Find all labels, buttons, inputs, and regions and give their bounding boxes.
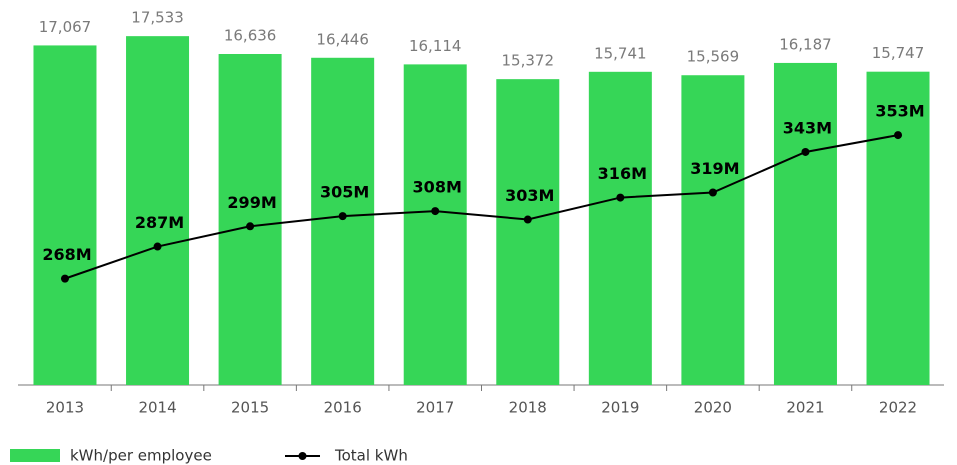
legend-swatch [10, 449, 60, 462]
bar-label: 17,067 [39, 18, 92, 36]
line-label: 319M [690, 159, 739, 178]
bar-label: 15,747 [872, 44, 925, 62]
bar [773, 62, 837, 385]
bar-label: 16,187 [779, 35, 832, 53]
x-tick-label: 2013 [46, 399, 84, 417]
bar [218, 53, 282, 386]
line-point [801, 147, 810, 156]
x-tick-label: 2015 [231, 399, 269, 417]
bar-label: 15,372 [502, 52, 555, 70]
line-point [523, 215, 532, 224]
bar [496, 79, 560, 385]
bar [126, 36, 190, 386]
line-point [60, 274, 69, 283]
line-point [708, 188, 717, 197]
legend-label: kWh/per employee [70, 447, 212, 465]
bar [681, 75, 745, 386]
line-label: 343M [783, 118, 832, 137]
line-point [431, 207, 440, 216]
line-point [246, 222, 255, 231]
x-tick-label: 2014 [138, 399, 176, 417]
x-tick-label: 2022 [879, 399, 917, 417]
line-label: 303M [505, 186, 554, 205]
bar-label: 16,114 [409, 37, 462, 55]
legend-label: Total kWh [334, 447, 408, 465]
bar [866, 71, 930, 386]
line-label: 299M [227, 193, 276, 212]
line-label: 305M [320, 183, 369, 202]
line-point [616, 193, 625, 202]
bar-label: 15,741 [594, 44, 647, 62]
bar [311, 57, 375, 385]
line-label: 308M [413, 178, 462, 197]
line-label: 353M [875, 102, 924, 121]
line-point [338, 212, 347, 221]
line-label: 316M [598, 164, 647, 183]
bar-label: 15,569 [687, 48, 740, 66]
bar-label: 16,636 [224, 26, 277, 44]
bar [588, 71, 652, 385]
x-tick-label: 2021 [786, 399, 824, 417]
bar [403, 64, 467, 385]
bar-label: 17,533 [131, 9, 184, 27]
line-label: 287M [135, 213, 184, 232]
x-tick-label: 2020 [694, 399, 732, 417]
legend-swatch-dot [298, 452, 307, 460]
line-point [153, 242, 162, 251]
bar-label: 16,446 [316, 30, 369, 48]
x-tick-label: 2018 [509, 399, 547, 417]
line [64, 134, 899, 280]
x-tick-label: 2017 [416, 399, 454, 417]
x-tick-label: 2016 [324, 399, 362, 417]
bar [33, 45, 97, 385]
line-point [894, 131, 903, 140]
line-label: 268M [42, 245, 91, 264]
x-tick-label: 2019 [601, 399, 639, 417]
